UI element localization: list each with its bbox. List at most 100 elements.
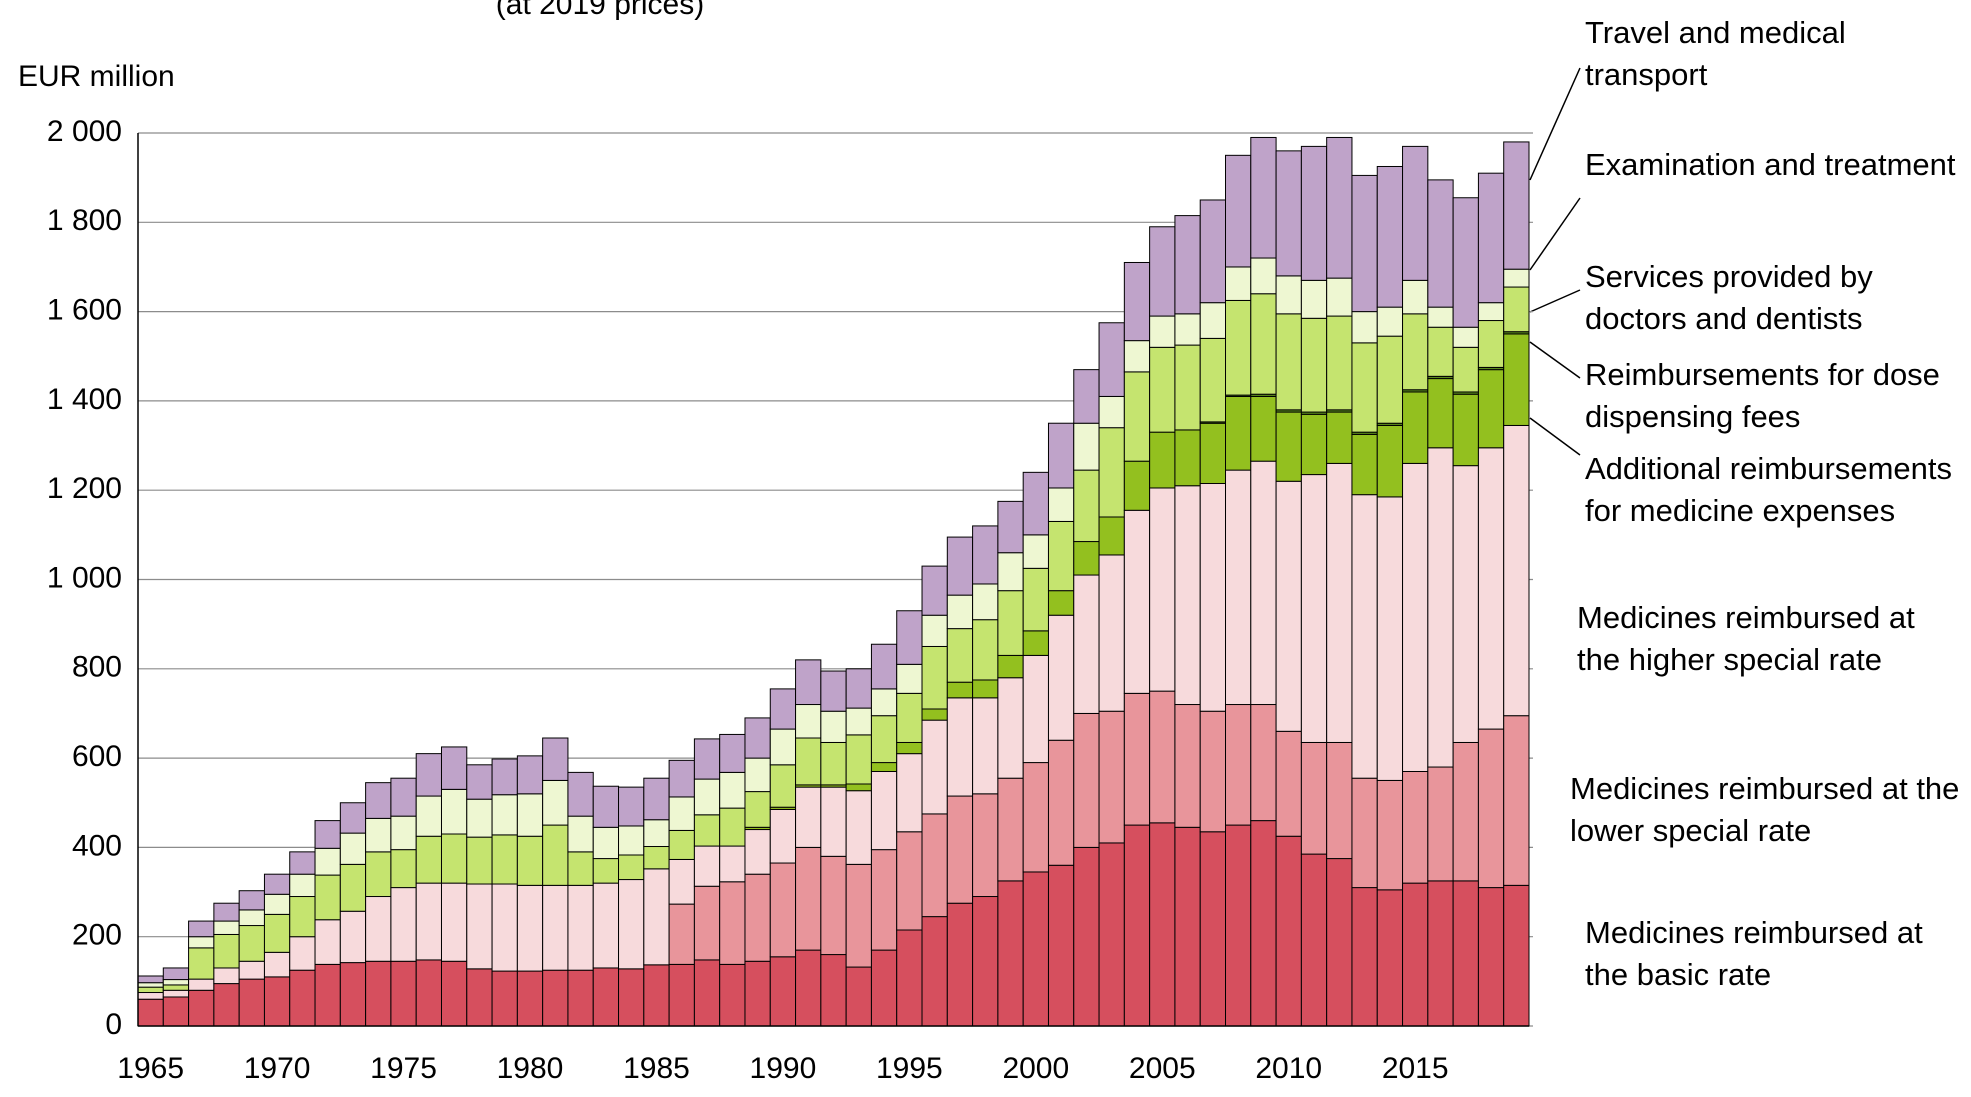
bar-segment — [1047, 590, 1075, 616]
bar-segment — [643, 819, 670, 848]
bar-segment — [896, 663, 923, 694]
bar-segment — [1174, 215, 1201, 315]
legend-label: Travel and medical transport — [1585, 15, 1846, 92]
bar-segment — [769, 728, 797, 766]
bar-segment — [1351, 887, 1378, 1027]
leader-line — [1529, 289, 1581, 313]
bar-segment — [668, 829, 695, 860]
x-tick-label: 2005 — [1129, 1052, 1196, 1085]
bar-segment — [1402, 462, 1429, 772]
bar-segment — [921, 813, 948, 918]
y-axis-label: EUR million — [18, 60, 175, 93]
bar-segment — [769, 808, 797, 864]
bar-segment — [618, 786, 645, 827]
bar-segment — [567, 884, 594, 971]
bar-segment — [1199, 422, 1227, 485]
bar-segment — [972, 679, 999, 699]
bar-segment — [1427, 179, 1454, 308]
bar-segment — [997, 777, 1024, 882]
x-tick-label: 1985 — [623, 1052, 690, 1085]
bar-segment — [820, 954, 847, 1027]
bar-segment — [592, 882, 620, 969]
bar-segment — [1149, 346, 1176, 433]
bar-segment — [744, 829, 771, 875]
bar-segment — [1199, 483, 1227, 712]
bar-segment — [1376, 424, 1404, 498]
bar-segment — [643, 964, 670, 1027]
bar-segment — [1199, 199, 1227, 304]
bar-segment — [795, 737, 822, 786]
bar-segment — [415, 882, 442, 961]
bar-segment — [972, 525, 999, 585]
bar-segment — [693, 778, 721, 816]
bar-segment — [238, 960, 265, 980]
x-tick-label: 1975 — [370, 1052, 437, 1085]
bar-segment — [1275, 411, 1302, 482]
bar-segment — [188, 936, 215, 949]
bar-segment — [289, 969, 316, 1027]
bar-segment — [567, 851, 594, 886]
bar-segment — [365, 896, 392, 962]
bar-segment — [1123, 340, 1151, 373]
bar-segment — [1402, 145, 1429, 281]
bar-segment — [1047, 739, 1075, 866]
bar-segment — [1503, 424, 1530, 717]
bar-segment — [1452, 197, 1479, 328]
bar-segment — [1022, 567, 1049, 632]
bar-segment — [1427, 766, 1454, 882]
bar-segment — [491, 794, 518, 836]
bar-segment — [542, 737, 569, 781]
bar-segment — [339, 910, 367, 964]
bar-segment — [1022, 654, 1049, 764]
bar-segment — [693, 814, 721, 847]
bar-segment — [440, 746, 468, 790]
bar-segment — [1402, 391, 1429, 464]
bar-segment — [238, 925, 265, 962]
bar-segment — [491, 834, 518, 885]
bar-segment — [1452, 741, 1479, 882]
bar-segment — [1402, 313, 1429, 391]
bar-segment — [693, 845, 721, 887]
bar-segment — [289, 851, 316, 875]
bar-segment — [542, 824, 569, 886]
bar-segment — [668, 903, 695, 965]
bar-segment — [1174, 704, 1201, 828]
bar-segment — [289, 873, 316, 898]
bar-segment — [1351, 777, 1378, 889]
bar-segment — [997, 552, 1024, 592]
bar-segment — [238, 909, 265, 927]
bar-segment — [769, 688, 797, 730]
bar-segment — [997, 677, 1024, 779]
bar-segment — [516, 793, 544, 837]
bar-segment — [693, 959, 721, 1027]
bar-segment — [415, 835, 442, 884]
bar-segment — [1275, 275, 1302, 315]
bar-segment — [1326, 462, 1353, 743]
bar-segment — [1300, 317, 1328, 413]
bar-segment — [162, 967, 190, 981]
bar-segment — [1098, 842, 1125, 1027]
bar-segment — [213, 983, 240, 1027]
bar-segment — [516, 835, 544, 886]
bar-segment — [1351, 433, 1378, 496]
bar-segment — [820, 855, 847, 956]
chart-subtitle: (at 2019 prices) — [496, 0, 704, 21]
bar-segment — [365, 817, 392, 853]
bar-segment — [1123, 460, 1151, 511]
bar-segment — [744, 757, 771, 793]
bar-segment — [1047, 422, 1075, 489]
bar-segment — [1503, 141, 1530, 270]
bar-segment — [567, 969, 594, 1027]
bar-segment — [1149, 226, 1176, 317]
bar-segment — [466, 968, 493, 1027]
bar-segment — [1149, 690, 1176, 824]
bar-segment — [870, 949, 898, 1027]
bar-segment — [390, 849, 417, 889]
bar-segment — [188, 947, 215, 980]
bar-segment — [1225, 395, 1252, 471]
bar-segment — [1477, 369, 1505, 449]
bar-segment — [1477, 887, 1505, 1027]
bar-segment — [946, 536, 974, 596]
bar-segment — [972, 793, 999, 898]
